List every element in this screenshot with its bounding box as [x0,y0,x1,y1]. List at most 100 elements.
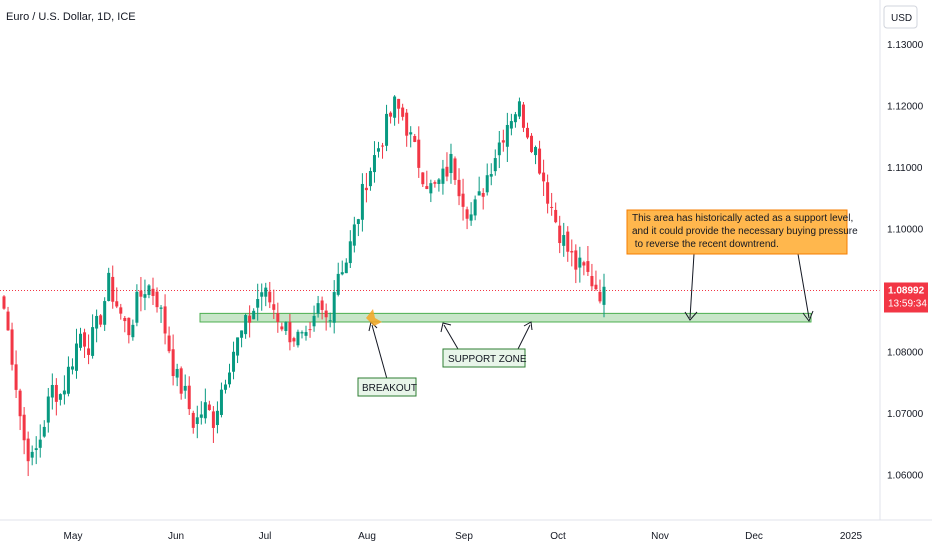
note-line-2: and it could provide the necessary buyin… [632,226,858,237]
candle-down [10,329,14,365]
candle-up [505,124,509,147]
candle-down [389,112,393,117]
note-arrow-left [689,253,695,319]
candle-up [252,310,256,320]
y-tick-label: 1.13000 [887,40,924,51]
candle-down [525,127,529,138]
candle-up [232,351,236,372]
candle-down [54,384,58,402]
candle-down [405,112,409,136]
candle-up [517,101,521,117]
x-tick-label: Sep [455,531,473,542]
x-tick-label: Jul [259,531,272,542]
candle-down [586,261,590,272]
candle-up [183,385,187,391]
candle-down [14,364,18,390]
candle-up [316,303,320,314]
candle-up [62,390,66,395]
candle-up [409,132,413,135]
candle-down [421,172,425,185]
candle-up [107,272,111,301]
candle-up [441,168,445,184]
candle-down [83,332,87,347]
candle-up [103,301,107,325]
candle-down [542,172,546,182]
breakout-label-box [357,377,417,397]
x-tick-label: Oct [550,531,566,542]
currency-box[interactable] [883,5,918,29]
candle-down [268,291,272,303]
candle-down [2,296,6,309]
candle-up [244,315,248,335]
candle-up [469,214,473,221]
candle-up [66,366,70,394]
last-price-badge [884,282,928,313]
candle-up [509,121,513,129]
candle-up [175,368,179,378]
candle-down [590,276,594,287]
support-zone-rect[interactable] [199,312,812,323]
candle-up [131,324,135,338]
candle-down [554,209,558,223]
candle-down [594,284,598,290]
candle-down [417,139,421,168]
candle-up [195,417,199,424]
candle-up [372,155,376,173]
candle-down [550,206,554,208]
candle-up [344,262,348,274]
candle-down [179,368,183,394]
candle-down [139,290,143,297]
y-tick-label: 1.10000 [887,225,924,236]
support-zone-label-box [442,348,526,368]
annotation-arrows [368,253,814,380]
candle-up [328,320,332,322]
candle-up [489,174,493,177]
zone-arrow-right [517,324,531,350]
candle-up [91,327,95,356]
candle-up [348,241,352,264]
candles [2,95,606,477]
price-axis[interactable] [880,0,932,550]
x-tick-label: Dec [745,531,763,542]
candle-down [211,411,215,428]
candle-up [58,394,62,400]
candle-up [360,183,364,220]
candle-down [445,166,449,177]
support-zone-label: SUPPORT ZONE [448,354,527,365]
candle-up [437,179,441,185]
candle-down [397,98,401,109]
candle-down [433,182,437,184]
candle-down [272,304,276,310]
candle-down [521,104,525,128]
candle-down [401,107,405,117]
candle-up [42,426,46,437]
candle-down [99,315,103,325]
candle-up [223,384,227,390]
candle-down [570,251,574,253]
candle-up [477,191,481,196]
candle-down [292,338,296,342]
candle-down [155,291,159,308]
candle-down [566,231,570,252]
candle-down [22,414,26,441]
candle-up [534,147,538,156]
candle-up [376,148,380,152]
candle-down [123,317,127,322]
zone-arrow-left [443,324,459,350]
candle-down [457,179,461,197]
candle-up [50,384,54,398]
chart-title: Euro / U.S. Dollar, 1D, ICE [6,11,136,23]
candle-up [485,175,489,193]
candle-down [546,182,550,204]
candle-down [574,250,578,270]
candle-down [167,335,171,352]
candle-up [219,389,223,415]
candle-down [530,135,534,152]
candle-down [538,148,542,174]
breakout-label: BREAKOUT [362,383,417,394]
candle-down [87,348,91,355]
candle-up [95,315,99,329]
candle-up [368,171,372,187]
candle-down [324,310,328,318]
